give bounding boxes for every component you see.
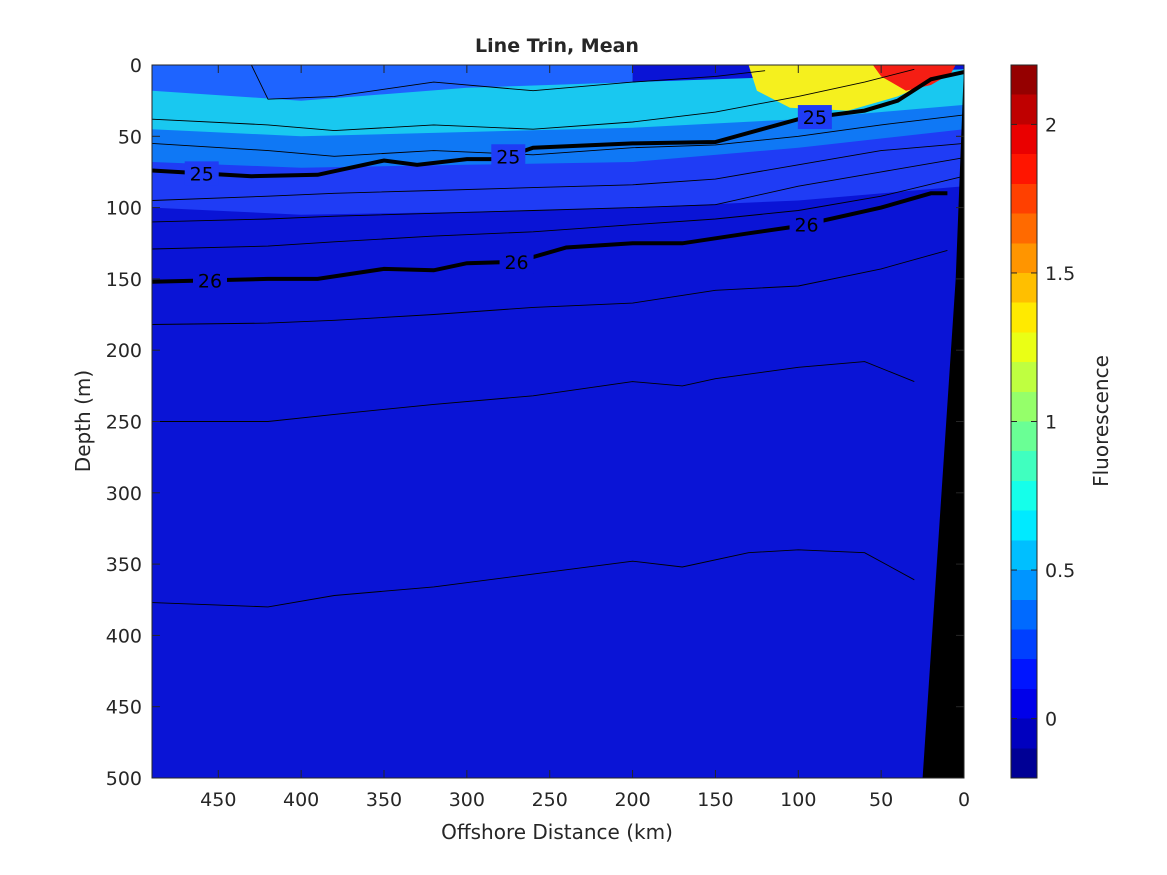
contour-thin-2 (152, 68, 915, 132)
contour-25 (152, 70, 964, 179)
contour-label: 26 (794, 214, 818, 236)
contour-label-bg (499, 249, 534, 274)
contour-label-bg (491, 144, 526, 169)
contour-26 (152, 191, 948, 284)
plot-area (152, 65, 964, 778)
y-tick-label: 200 (106, 340, 142, 362)
colorbar: 0 0.5 1 1.5 2 Fluorescence (1010, 64, 1113, 779)
fill-region-4 (152, 65, 633, 101)
x-tick-label: 400 (283, 789, 319, 811)
y-tick-label: 350 (106, 554, 142, 576)
y-tick-label: 450 (106, 697, 142, 719)
contour-thin-5 (152, 142, 964, 201)
y-axis-ticks: 0 50 100 150 200 250 300 350 400 450 500 (106, 55, 964, 790)
y-tick-label: 0 (130, 55, 142, 77)
contour-label: 26 (504, 252, 528, 274)
colorbar-tick-label: 1 (1045, 412, 1057, 434)
y-tick-label: 50 (118, 126, 142, 148)
fill-region-6 (872, 65, 956, 91)
x-tick-label: 450 (200, 789, 236, 811)
y-tick-label: 100 (106, 198, 142, 220)
fill-regions (152, 65, 964, 215)
chart-title: Line Trin, Mean (475, 35, 639, 57)
y-tick-label: 400 (106, 625, 142, 647)
contour-label-bg (193, 268, 227, 293)
colorbar-tick-label: 2 (1045, 114, 1057, 136)
y-axis-label: Depth (m) (71, 370, 95, 472)
y-tick-label: 300 (106, 483, 142, 505)
x-tick-label: 300 (449, 789, 485, 811)
x-tick-label: 50 (869, 789, 893, 811)
colorbar-ticks: 0 0.5 1 1.5 2 (1011, 114, 1075, 731)
y-tick-label: 150 (106, 269, 142, 291)
colorbar-tick-label: 0.5 (1045, 560, 1075, 582)
x-tick-label: 150 (697, 789, 733, 811)
x-axis-label: Offshore Distance (km) (441, 820, 673, 844)
contour-label: 25 (803, 107, 827, 129)
x-tick-label: 0 (958, 789, 970, 811)
contour-label: 25 (190, 163, 214, 185)
contour-labels: 25 25 25 26 26 26 (184, 105, 832, 293)
density-contours (152, 65, 964, 608)
continental-shelf (922, 65, 964, 778)
colorbar-label: Fluorescence (1089, 355, 1113, 487)
x-axis-ticks: 450 400 350 300 250 200 150 100 50 0 (200, 65, 970, 811)
colorbar-tick-label: 0 (1045, 709, 1057, 731)
contour-label: 25 (496, 146, 520, 168)
contour-thin-3 (250, 65, 766, 100)
y-tick-label: 500 (106, 768, 142, 790)
colorbar-tick-label: 1.5 (1045, 263, 1075, 285)
contour-thin-4 (152, 114, 964, 157)
contour-label-bg (789, 212, 824, 237)
contour-label-bg (184, 161, 219, 186)
contour-thin-8 (152, 249, 948, 325)
x-tick-label: 200 (614, 789, 650, 811)
contour-thin-9 (152, 361, 915, 422)
contour-label-bg (797, 105, 832, 130)
contour-thin-10 (152, 549, 915, 608)
x-tick-label: 100 (780, 789, 816, 811)
x-tick-label: 350 (366, 789, 402, 811)
contour-label: 26 (198, 270, 222, 292)
y-tick-label: 250 (106, 412, 142, 434)
contour-thin-7 (152, 175, 964, 250)
contour-thin-6 (152, 157, 964, 223)
x-tick-label: 250 (532, 789, 568, 811)
